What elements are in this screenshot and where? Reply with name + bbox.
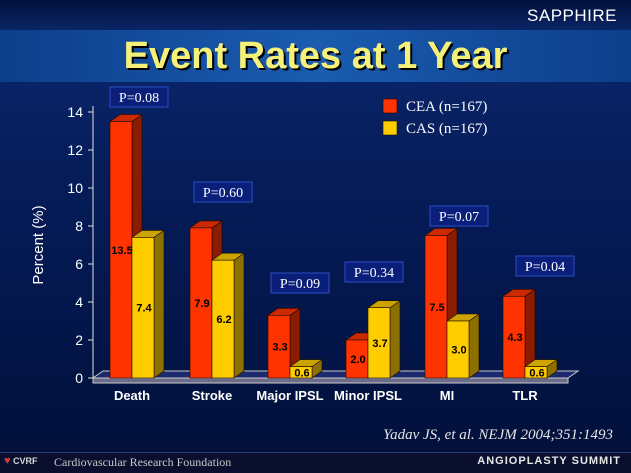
p-value-box: P=0.34 (344, 261, 404, 283)
bar-value-label: 4.3 (507, 332, 522, 344)
p-value-label: P=0.04 (525, 260, 565, 275)
p-value-box-bg (109, 86, 169, 108)
legend: CEA (n=167) CAS (n=167) (382, 98, 487, 137)
chart-root: 0 2 4 6 8 10 12 14 Percent (%) 13.5 7.4 Death P=0.08… (30, 86, 580, 403)
brand-label: SAPPHIRE (527, 6, 617, 25)
x-category-label: TLR (512, 388, 538, 403)
y-tick-label: 0 (75, 370, 83, 386)
y-tick-label: 6 (75, 256, 83, 272)
bar-minor-ipsl-cas: 3.7 (367, 300, 401, 379)
bar-value-label: 3.3 (272, 342, 287, 354)
p-value-label: P=0.34 (354, 266, 394, 281)
legend-entry: CAS (n=167) (406, 121, 487, 137)
legend-swatch (382, 98, 398, 114)
slide-title: Event Rates at 1 Year (123, 35, 508, 77)
bar-front-face (524, 366, 548, 379)
bar-front-face (289, 366, 313, 379)
bar-front-face (367, 307, 391, 379)
bar-major-ipsl-cas: 0.6 (289, 359, 323, 379)
bar-value-label: 7.9 (194, 298, 209, 310)
p-value-box: P=0.60 (193, 181, 253, 203)
bar-side-face (389, 300, 401, 379)
y-tick-label: 10 (67, 180, 83, 196)
p-value-box-bg (270, 272, 330, 294)
bar-front-face (211, 259, 235, 379)
y-tick-label: 8 (75, 218, 83, 234)
bar-front-face (267, 314, 291, 379)
x-category-label: Death (114, 388, 150, 403)
bar-front-face (131, 237, 155, 379)
chart-floor-front (92, 377, 569, 384)
p-value-box-bg (515, 255, 575, 277)
y-tick-label: 12 (67, 142, 83, 158)
bar-side-face (153, 229, 165, 379)
x-category-label: Major IPSL (256, 388, 323, 403)
y-tick-label: 14 (67, 104, 83, 120)
bar-tlr-cas: 0.6 (524, 359, 558, 379)
title-band (0, 30, 631, 82)
cvrf-logo: ♥ CVRF (4, 455, 48, 469)
p-value-label: P=0.09 (280, 277, 320, 292)
legend-swatch (382, 120, 398, 136)
bar-side-face (233, 252, 245, 379)
x-category-label: Stroke (192, 388, 232, 403)
legend-entry: CEA (n=167) (406, 99, 487, 115)
cvrf-logo-text: CVRF (13, 456, 38, 466)
bar-value-label: 2.0 (350, 354, 365, 366)
y-axis-label: Percent (%) (30, 205, 47, 284)
y-tick-label: 2 (75, 332, 83, 348)
bar-death-cas: 7.4 (131, 229, 165, 379)
bar-value-label: 3.0 (451, 345, 466, 357)
bar-front-face (502, 295, 526, 379)
x-category-label: Minor IPSL (334, 388, 402, 403)
heart-icon: ♥ (4, 455, 11, 467)
p-value-label: P=0.60 (203, 186, 243, 201)
footer-bar (0, 452, 631, 473)
bar-value-label: 3.7 (372, 338, 387, 350)
bar-value-label: 0.6 (294, 367, 309, 379)
p-value-label: P=0.07 (439, 210, 479, 225)
bar-value-label: 13.5 (111, 245, 132, 257)
summit-name: ANGIOPLASTY SUMMIT (477, 455, 621, 467)
bar-stroke-cas: 6.2 (211, 252, 245, 379)
foundation-name: Cardiovascular Research Foundation (54, 455, 232, 469)
bar-side-face (468, 313, 480, 379)
p-value-box: P=0.08 (109, 86, 169, 108)
p-value-box: P=0.09 (270, 272, 330, 294)
citation: Yadav JS, et al. NEJM 2004;351:1493 (383, 427, 613, 443)
p-value-box: P=0.04 (515, 255, 575, 277)
p-value-box-bg (429, 205, 489, 227)
top-band (0, 0, 631, 30)
bar-major-ipsl-cea: 3.3 (267, 307, 301, 379)
p-value-box-bg (344, 261, 404, 283)
bar-value-label: 0.6 (529, 367, 544, 379)
y-tick-label: 4 (75, 294, 83, 310)
bar-value-label: 6.2 (216, 314, 231, 326)
bar-mi-cas: 3.0 (446, 313, 480, 379)
p-value-box-bg (193, 181, 253, 203)
x-category-label: MI (440, 388, 454, 403)
p-value-box: P=0.07 (429, 205, 489, 227)
bar-front-face (446, 320, 470, 379)
bar-front-face (424, 235, 448, 379)
bar-value-label: 7.5 (429, 302, 444, 314)
p-value-label: P=0.08 (119, 91, 159, 106)
bar-value-label: 7.4 (136, 303, 152, 315)
